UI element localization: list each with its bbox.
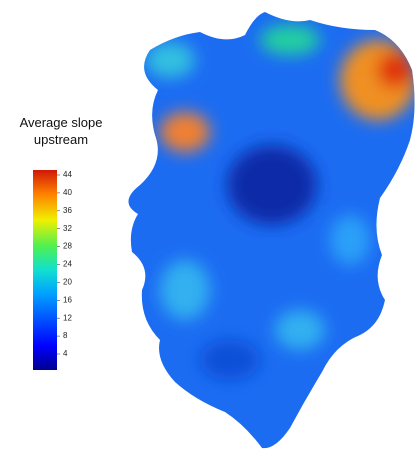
tick-label: 24	[63, 260, 72, 269]
tick-label: 36	[63, 206, 72, 215]
tick-label: 12	[63, 313, 72, 322]
legend-title: Average slope upstream	[19, 115, 103, 147]
tick-label: 40	[63, 188, 72, 197]
tick-label: 16	[63, 295, 72, 304]
tick-label: 4	[63, 349, 68, 358]
slope-raster	[128, 12, 415, 449]
tick-label: 20	[63, 278, 72, 287]
tick-label: 28	[63, 242, 72, 251]
tick-label: 32	[63, 224, 72, 233]
tick-label: 44	[63, 170, 72, 179]
tick-label: 8	[63, 331, 68, 340]
colorbar	[33, 170, 57, 370]
